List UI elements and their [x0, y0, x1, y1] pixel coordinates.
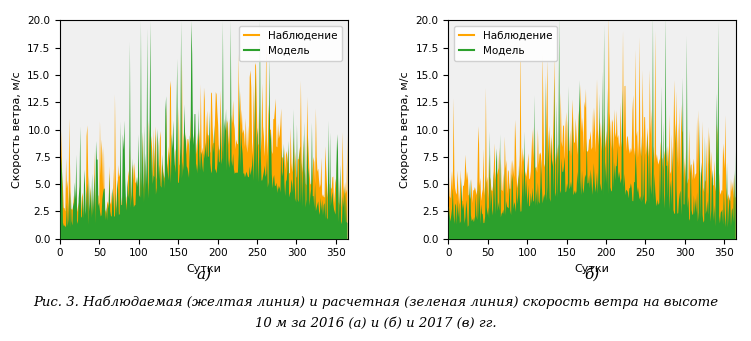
X-axis label: Сутки: Сутки [575, 264, 610, 274]
Text: а): а) [196, 267, 212, 282]
Y-axis label: Скорость ветра, м/с: Скорость ветра, м/с [11, 71, 22, 188]
X-axis label: Сутки: Сутки [186, 264, 222, 274]
Y-axis label: Скорость ветра, м/с: Скорость ветра, м/с [400, 71, 410, 188]
Legend: Наблюдение, Модель: Наблюдение, Модель [454, 26, 557, 61]
Legend: Наблюдение, Модель: Наблюдение, Модель [239, 26, 342, 61]
Text: 10 м за 2016 (а) и (б) и 2017 (в) гг.: 10 м за 2016 (а) и (б) и 2017 (в) гг. [255, 317, 496, 330]
Text: Рис. 3. Наблюдаемая (желтая линия) и расчетная (зеленая линия) скорость ветра на: Рис. 3. Наблюдаемая (желтая линия) и рас… [33, 295, 718, 309]
Text: б): б) [584, 267, 600, 282]
